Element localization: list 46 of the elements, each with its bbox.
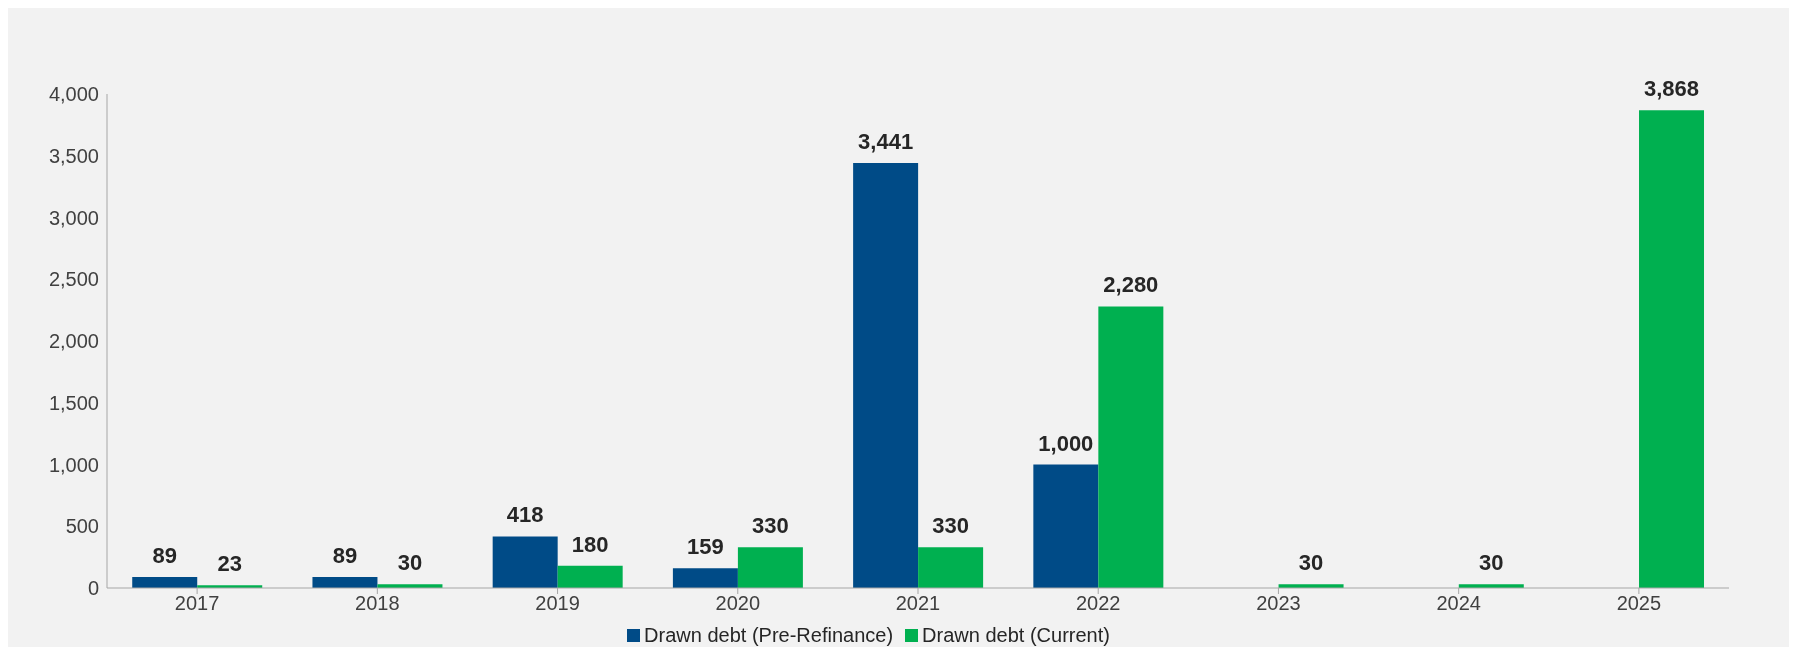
bar bbox=[557, 565, 623, 588]
x-tick-label: 2017 bbox=[174, 592, 220, 615]
data-label: 1,000 bbox=[1038, 430, 1094, 456]
bar bbox=[672, 568, 738, 588]
bar bbox=[132, 577, 198, 588]
y-tick-label: 2,500 bbox=[48, 268, 99, 291]
data-label: 3,868 bbox=[1643, 76, 1700, 102]
x-tick-label: 2018 bbox=[355, 592, 400, 615]
data-label: 3,441 bbox=[858, 129, 914, 155]
data-label: 30 bbox=[397, 550, 423, 576]
y-tick-label: 3,500 bbox=[48, 144, 99, 167]
y-tick-label: 4,000 bbox=[48, 83, 99, 106]
y-tick-label: 1,000 bbox=[48, 453, 99, 476]
data-label: 330 bbox=[932, 513, 969, 539]
data-label: 159 bbox=[687, 534, 724, 560]
data-label: 23 bbox=[217, 551, 242, 577]
x-tick-label: 2021 bbox=[895, 592, 941, 615]
bar bbox=[918, 547, 984, 588]
x-tick-label: 2025 bbox=[1616, 592, 1662, 615]
bar bbox=[737, 547, 803, 588]
y-tick-label: 500 bbox=[65, 515, 99, 538]
bar bbox=[853, 163, 919, 588]
bar bbox=[1033, 464, 1099, 588]
y-tick-label: 3,000 bbox=[48, 206, 99, 229]
data-label: 30 bbox=[1479, 550, 1504, 576]
data-label: 418 bbox=[506, 502, 544, 528]
data-label: 30 bbox=[1298, 550, 1324, 576]
bar bbox=[492, 536, 558, 588]
x-tick-label: 2024 bbox=[1436, 592, 1481, 615]
bar bbox=[312, 577, 378, 588]
bar bbox=[1098, 306, 1164, 588]
y-tick-label: 1,500 bbox=[48, 391, 99, 414]
data-label: 180 bbox=[571, 531, 609, 557]
data-label: 2,280 bbox=[1103, 272, 1159, 298]
y-tick-label: 2,000 bbox=[48, 330, 99, 353]
bar bbox=[1639, 110, 1705, 588]
data-label: 89 bbox=[332, 543, 358, 569]
x-tick-label: 2019 bbox=[535, 592, 580, 615]
legend-label: Drawn debt (Pre-Refinance) bbox=[644, 624, 894, 647]
x-tick-label: 2023 bbox=[1256, 592, 1301, 615]
y-tick-label: 0 bbox=[87, 577, 99, 600]
data-label: 330 bbox=[752, 513, 789, 539]
data-label: 89 bbox=[152, 543, 177, 569]
x-tick-label: 2022 bbox=[1075, 592, 1121, 615]
x-tick-label: 2020 bbox=[715, 592, 761, 615]
legend-label: Drawn debt (Current) bbox=[922, 624, 1110, 647]
